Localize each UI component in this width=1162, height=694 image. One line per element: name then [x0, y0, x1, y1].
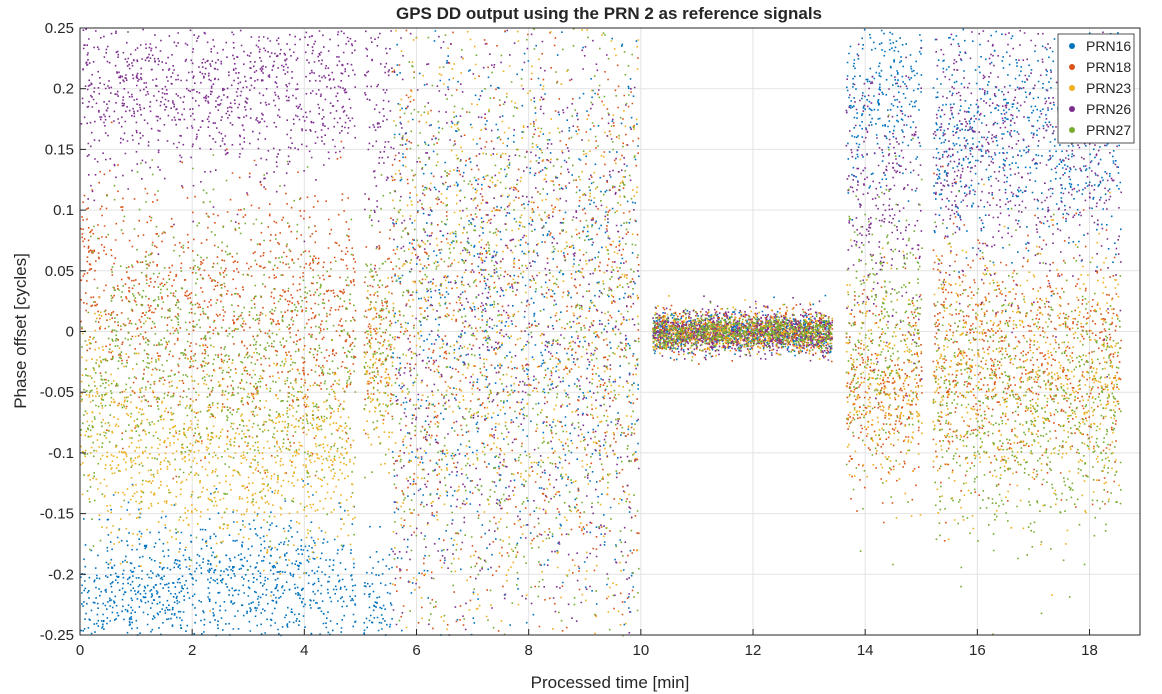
legend-item-prn27: PRN27 — [1069, 122, 1131, 138]
x-axis-ticks: 0 2 4 6 8 10 12 14 16 18 — [76, 629, 1098, 659]
x-tick-label: 18 — [1081, 642, 1098, 659]
x-tick-label: 8 — [525, 642, 533, 659]
legend-marker — [1069, 127, 1075, 133]
legend-label: PRN23 — [1086, 80, 1131, 96]
series-prn23-points — [652, 295, 834, 360]
series-prn23-markers — [363, 275, 393, 474]
legend-label: PRN26 — [1086, 101, 1131, 117]
legend-marker — [1069, 106, 1075, 112]
legend-marker — [1069, 43, 1075, 49]
y-tick-label: 0 — [66, 324, 74, 341]
series-prn16-points — [363, 525, 393, 636]
y-axis-ticks: -0.25 -0.2 -0.15 -0.1 -0.05 0 0.05 0.1 0.15 0.2 0.… — [40, 20, 86, 644]
x-tick-label: 16 — [969, 642, 986, 659]
series-prn16-markers — [105, 480, 357, 637]
y-tick-label: 0.2 — [53, 81, 74, 98]
series-prn27-points — [652, 302, 833, 362]
y-tick-label: 0.15 — [45, 141, 74, 158]
series-prn18-points — [391, 29, 640, 632]
legend-label: PRN16 — [1086, 38, 1131, 54]
y-tick-label: 0.25 — [45, 20, 74, 37]
y-tick-label: 0.05 — [45, 263, 74, 280]
scatter-segment — [105, 28, 357, 637]
series-prn26-points — [845, 43, 923, 400]
series-prn18-markers — [80, 170, 107, 381]
series-prn18-markers — [391, 29, 640, 632]
scatter-segment — [652, 294, 834, 365]
x-tick-label: 0 — [76, 642, 84, 659]
scatter-segment — [845, 28, 923, 566]
y-tick-label: -0.1 — [48, 445, 74, 462]
scatter-segment — [363, 30, 393, 636]
series-prn27-markers — [106, 154, 357, 571]
legend-item-prn16: PRN16 — [1069, 38, 1131, 54]
legend-label: PRN18 — [1086, 59, 1131, 75]
legend-label: PRN27 — [1086, 122, 1131, 138]
series-prn16-points — [652, 294, 833, 361]
series-prn27-points — [106, 154, 357, 571]
series-prn16-markers — [363, 525, 393, 636]
y-tick-label: -0.05 — [40, 384, 74, 401]
x-tick-label: 14 — [857, 642, 874, 659]
chart-title: GPS DD output using the PRN 2 as referen… — [396, 4, 822, 23]
plot-area: 0 2 4 6 8 10 12 14 16 18 -0.25 -0.2 -0.15 -0.1 -0.05 0… — [40, 20, 1141, 659]
series-prn26-points — [392, 29, 640, 636]
series-prn16-points — [846, 28, 923, 223]
series-prn16-markers — [652, 294, 833, 361]
legend-marker — [1069, 85, 1075, 91]
series-prn26-markers — [845, 43, 923, 400]
x-tick-label: 6 — [412, 642, 420, 659]
series-prn26-markers — [392, 29, 640, 636]
series-prn23-markers — [652, 295, 834, 360]
legend-item-prn26: PRN26 — [1069, 101, 1131, 117]
y-tick-label: 0.1 — [53, 202, 74, 219]
y-axis-label: Phase offset [cycles] — [11, 253, 30, 409]
x-tick-label: 12 — [745, 642, 762, 659]
legend-item-prn18: PRN18 — [1069, 59, 1131, 75]
series-prn16-markers — [846, 28, 923, 223]
legend-item-prn23: PRN23 — [1069, 80, 1131, 96]
series-prn26-markers — [364, 30, 393, 270]
x-tick-label: 10 — [633, 642, 650, 659]
y-tick-label: -0.25 — [40, 627, 74, 644]
x-tick-label: 2 — [188, 642, 196, 659]
series-prn16-points — [105, 480, 357, 637]
y-tick-label: -0.2 — [48, 566, 74, 583]
series-prn26-markers — [652, 295, 833, 362]
series-prn26-points — [652, 295, 833, 362]
series-prn18-points — [80, 170, 107, 381]
scatter-segment — [391, 28, 640, 637]
legend-marker — [1069, 64, 1075, 70]
x-tick-label: 4 — [300, 642, 308, 659]
x-axis-label: Processed time [min] — [531, 673, 690, 692]
series-prn27-markers — [652, 302, 833, 362]
scatter-segment — [80, 28, 107, 635]
series-prn23-points — [363, 275, 393, 474]
series-prn26-points — [364, 30, 393, 270]
y-tick-label: -0.15 — [40, 506, 74, 523]
legend-items: PRN16 PRN18 PRN23 PRN26 PRN27 — [1069, 38, 1131, 138]
legend: PRN16 PRN18 PRN23 PRN26 PRN27 — [1057, 33, 1135, 144]
